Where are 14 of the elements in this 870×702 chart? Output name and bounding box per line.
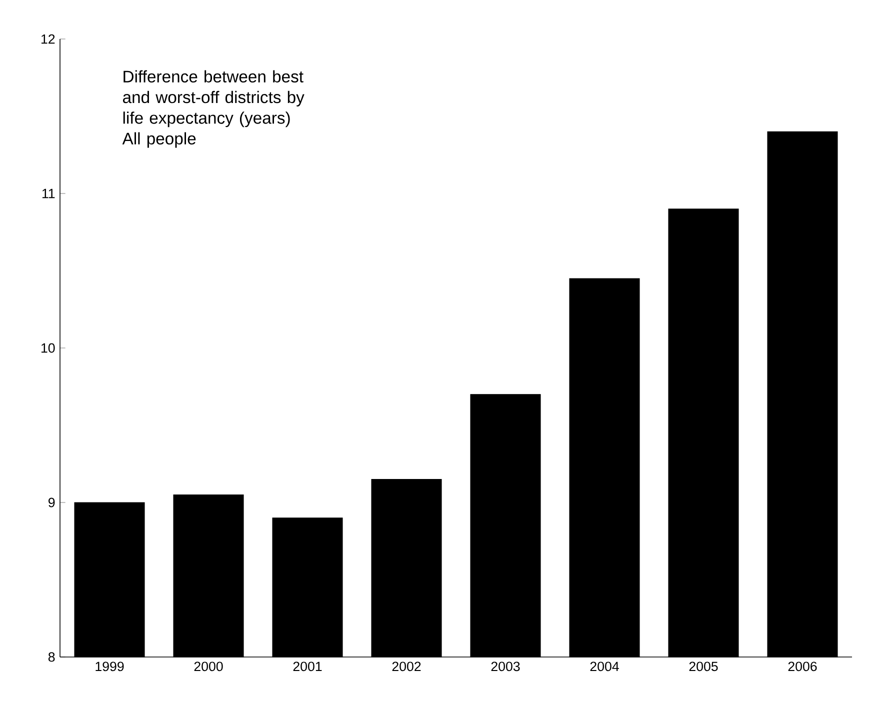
y-tick-label: 12 xyxy=(41,34,55,44)
x-tick-label: 2001 xyxy=(293,662,322,672)
x-tick-label: 2005 xyxy=(689,662,718,672)
x-tick-label: 2006 xyxy=(788,662,817,672)
x-tick-label: 2002 xyxy=(392,662,421,672)
text: Difference between best and worst-off districts by life expectancy (years) All people xyxy=(122,70,304,148)
y-tick-label: 11 xyxy=(42,188,55,198)
y-tick-label: 9 xyxy=(48,498,55,508)
y-tick-label: 8 xyxy=(48,652,55,662)
x-tick-label: 2003 xyxy=(491,662,520,672)
x-tick-label: 2000 xyxy=(194,662,223,672)
x-tick-label: 2004 xyxy=(590,662,619,672)
x-tick-label: 1999 xyxy=(96,662,124,672)
y-tick-label: 10 xyxy=(41,343,55,353)
